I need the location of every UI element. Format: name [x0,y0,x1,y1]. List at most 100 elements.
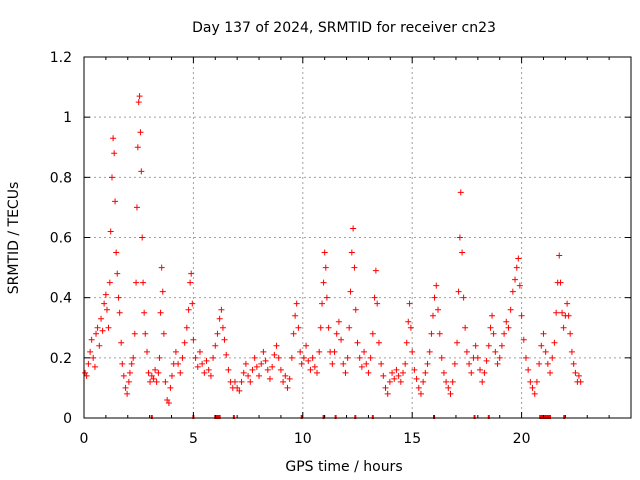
data-point [447,390,454,397]
data-point [93,330,100,337]
data-point [192,354,199,361]
data-point [110,135,117,142]
data-point [82,369,89,376]
data-point [113,249,120,256]
data-point [344,354,351,361]
data-point [280,378,287,385]
data-point [391,375,398,382]
data-point [179,354,186,361]
data-point [83,372,90,379]
data-point [128,360,135,367]
data-point [513,264,520,271]
data-point [374,300,381,307]
data-point [156,354,163,361]
data-point [188,270,195,277]
data-point [167,384,174,391]
data-point [207,372,214,379]
data-point [126,369,133,376]
data-point [533,378,540,385]
y-axis-label: SRMTID / TECUs [6,182,22,295]
data-point [485,342,492,349]
data-point [402,360,409,367]
data-point [293,300,300,307]
data-point [242,360,249,367]
data-point [505,324,512,331]
data-point [137,129,144,136]
data-point [477,366,484,373]
data-point [428,330,435,337]
data-point [120,372,127,379]
data-point [397,378,404,385]
data-point [218,306,225,313]
data-point [489,312,496,319]
data-point [190,336,197,343]
data-point [472,342,479,349]
data-point [238,378,245,385]
data-point [340,360,347,367]
data-point [361,348,368,355]
data-point [219,324,226,331]
data-point [531,390,538,397]
data-point [522,354,529,361]
data-point [386,378,393,385]
data-point [348,249,355,256]
data-point [153,378,160,385]
data-point [431,294,438,301]
data-point [85,360,92,367]
data-point [352,306,359,313]
data-point [515,255,522,262]
data-point [183,324,190,331]
data-point [389,369,396,376]
data-point [406,300,413,307]
data-point [201,369,208,376]
data-point [538,342,545,349]
data-point [323,294,330,301]
data-point [518,312,525,319]
data-point [164,396,171,403]
data-point [570,360,577,367]
x-axis-label: GPS time / hours [285,459,402,475]
data-point [460,294,467,301]
data-point [240,369,247,376]
data-point [203,357,210,364]
data-point [131,330,138,337]
data-point [245,372,252,379]
data-point [309,354,316,361]
data-point [88,336,95,343]
data-point [236,387,243,394]
data-point [148,372,155,379]
data-point [234,384,241,391]
data-point [572,369,579,376]
data-point [536,360,543,367]
data-point [251,354,258,361]
data-point [371,294,378,301]
data-point [101,300,108,307]
data-point [162,378,169,385]
data-point [210,354,217,361]
data-point [325,324,332,331]
data-point [115,294,122,301]
data-point [300,354,307,361]
data-point [490,330,497,337]
data-point [133,279,140,286]
x-axis-ticks: 0 5 10 15 20 [80,57,610,447]
data-point [346,324,353,331]
data-point [145,369,152,376]
data-point [311,363,318,370]
data-point [435,306,442,313]
data-point [119,360,126,367]
data-point [429,312,436,319]
data-point [277,366,284,373]
data-point [494,360,501,367]
x-tick-label: 10 [294,431,312,447]
data-point [347,288,354,295]
data-point [509,288,516,295]
data-point [354,339,361,346]
data-point [139,234,146,241]
data-point [575,372,582,379]
data-point [542,348,549,355]
data-point [273,342,280,349]
data-point [358,363,365,370]
data-point [463,348,470,355]
